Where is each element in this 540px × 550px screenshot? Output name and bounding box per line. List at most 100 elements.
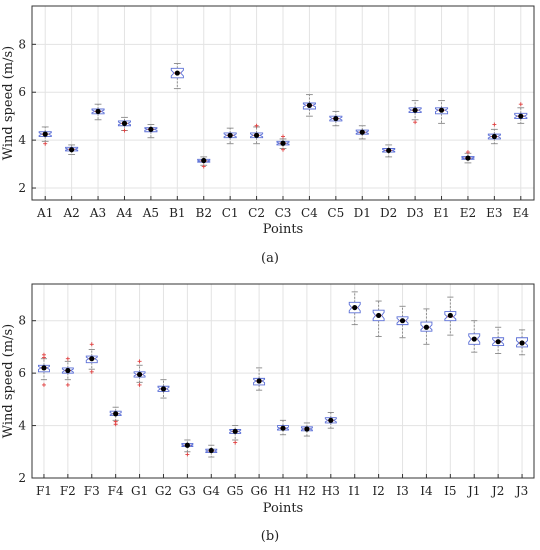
- x-tick-label-G3: G3: [179, 484, 196, 498]
- box-I2: [372, 300, 385, 337]
- outlier-C3-1: [281, 134, 285, 139]
- box-B2: [197, 156, 211, 169]
- x-tick-label-E3: E3: [486, 206, 502, 220]
- x-tick-label-A4: A4: [115, 206, 133, 220]
- box-E4: [514, 102, 528, 124]
- outlier-F3-1: [89, 342, 94, 347]
- x-tick-label-H2: H2: [298, 484, 316, 498]
- box-C5: [329, 110, 343, 127]
- x-tick-label-G2: G2: [155, 484, 172, 498]
- outlier-F1-2: [41, 352, 46, 357]
- mean-marker-A2: [69, 147, 75, 153]
- mean-marker-C1: [227, 132, 233, 138]
- x-tick-label-H1: H1: [274, 484, 292, 498]
- box-E3: [487, 122, 501, 145]
- box-J3: [516, 329, 528, 356]
- outlier-F1-0: [41, 382, 46, 387]
- box-H3: [324, 412, 337, 429]
- mean-marker-I4: [423, 324, 430, 330]
- mean-marker-I1: [352, 304, 358, 311]
- outlier-E3-0: [492, 122, 497, 127]
- x-tick-label-E4: E4: [513, 206, 530, 220]
- x-tick-label-C2: C2: [248, 206, 265, 220]
- outlier-A4-0: [122, 128, 127, 133]
- mean-marker-G5: [232, 428, 238, 434]
- x-tick-label-J1: J1: [466, 484, 480, 498]
- mean-marker-I2: [376, 312, 382, 319]
- box-G2: [157, 379, 170, 399]
- mean-marker-B2: [201, 157, 207, 164]
- box-I5: [444, 296, 457, 336]
- x-tick-label-C1: C1: [222, 206, 239, 220]
- caption: (b): [261, 529, 279, 544]
- mean-marker-G1: [136, 371, 143, 378]
- mean-marker-G6: [256, 378, 262, 384]
- x-tick-label-C5: C5: [327, 206, 344, 220]
- mean-marker-A3: [95, 108, 101, 114]
- caption: (a): [261, 251, 279, 266]
- outlier-F3-0: [89, 369, 94, 374]
- x-tick-label-I4: I4: [420, 484, 433, 498]
- outlier-C3-0: [281, 147, 285, 152]
- mean-marker-J1: [471, 336, 477, 342]
- mean-marker-C2: [253, 132, 260, 138]
- x-tick-label-I3: I3: [396, 484, 408, 498]
- x-tick-label-G1: G1: [131, 484, 148, 498]
- box-J2: [492, 326, 505, 354]
- outlier-E4-0: [518, 102, 523, 107]
- box-G5: [229, 425, 242, 445]
- chart-a: 2 4 6 8 A1 A2 A3 A4 A5 B1 B2 C1 C2 C3 C4 C5 D1 D2 D3 E1 E2 E3…: [1, 5, 535, 266]
- mean-marker-C5: [333, 115, 339, 122]
- y-tick-label-0: 2: [18, 471, 26, 485]
- outlier-G1-1: [137, 359, 142, 364]
- x-tick-label-E2: E2: [460, 206, 476, 220]
- x-tick-label-D2: D2: [380, 206, 397, 220]
- mean-marker-F2: [65, 367, 71, 374]
- mean-marker-E1: [438, 107, 445, 113]
- box-E1: [434, 100, 449, 124]
- x-tick-label-C3: C3: [275, 206, 292, 220]
- x-tick-label-I5: I5: [444, 484, 456, 498]
- x-tick-label-D1: D1: [354, 206, 371, 220]
- x-tick-label-A5: A5: [142, 206, 159, 220]
- box-F3: [85, 342, 98, 374]
- mean-marker-J2: [495, 339, 501, 345]
- x-tick-label-A1: A1: [36, 206, 53, 220]
- outlier-A1-0: [43, 141, 48, 146]
- box-H1: [277, 419, 289, 436]
- x-tick-label-G6: G6: [250, 484, 267, 498]
- mean-marker-H2: [304, 426, 310, 432]
- outlier-G5-0: [233, 440, 238, 445]
- y-tick-label-1: 4: [18, 419, 26, 433]
- y-tick-label-3: 8: [18, 37, 26, 51]
- mean-marker-D1: [359, 129, 365, 135]
- box-A2: [65, 144, 79, 155]
- mean-marker-A1: [42, 131, 48, 137]
- box-D3: [408, 100, 422, 125]
- x-axis-label: Points: [263, 501, 303, 516]
- box-G3: [181, 439, 194, 457]
- mean-marker-D3: [412, 107, 418, 113]
- x-tick-label-A3: A3: [89, 206, 106, 220]
- box-I4: [420, 308, 433, 345]
- y-axis-label: Wind speed (m/s): [1, 324, 16, 438]
- mean-marker-G3: [184, 442, 190, 448]
- x-tick-label-D3: D3: [406, 206, 423, 220]
- outlier-F2-0: [65, 382, 70, 387]
- outlier-G1-0: [137, 382, 142, 387]
- box-B1: [170, 63, 184, 90]
- mean-marker-G2: [160, 386, 167, 392]
- box-J1: [468, 320, 481, 353]
- y-tick-label-1: 4: [18, 133, 26, 147]
- x-tick-label-I2: I2: [372, 484, 384, 498]
- box-F1: [38, 352, 50, 387]
- mean-marker-F1: [41, 365, 47, 371]
- x-tick-label-B1: B1: [169, 206, 185, 220]
- y-tick-label-3: 8: [18, 314, 26, 328]
- x-tick-label-C4: C4: [301, 206, 318, 220]
- chart-b: 2 4 6 8 F1 F2 F3 F4 G1 G2 G3 G4 G5 G6 H1 H2 H3 I1 I2 I3 I4 I5…: [1, 283, 535, 544]
- x-tick-label-J3: J3: [514, 484, 528, 498]
- y-tick-label-2: 6: [18, 366, 26, 380]
- outlier-G3-0: [185, 452, 190, 457]
